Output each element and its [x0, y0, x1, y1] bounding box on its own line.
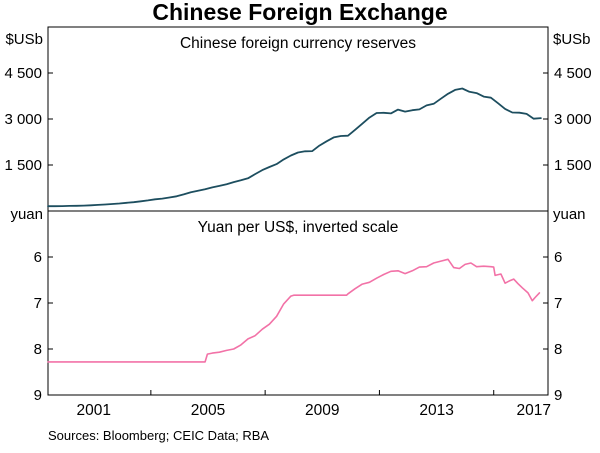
y-tick-label-left: 7 — [34, 295, 42, 312]
y-tick-label-right: 8 — [554, 341, 562, 358]
yuan-line — [47, 258, 541, 363]
y-tick-label-left: 8 — [34, 341, 42, 358]
y-tick-label-right: 6 — [554, 249, 562, 266]
x-axis-label: 2009 — [305, 402, 339, 419]
y-tick-label-right: 1 500 — [554, 157, 592, 174]
y-tick-label-right: 3 000 — [554, 111, 592, 128]
reserves-line — [47, 87, 542, 208]
top-panel-title: Chinese foreign currency reserves — [180, 35, 416, 52]
y-tick-label-left: 1 500 — [4, 157, 42, 174]
y-tick-label-right: 4 500 — [554, 65, 592, 82]
sources-note: Sources: Bloomberg; CEIC Data; RBA — [48, 428, 269, 443]
y-tick-label-right: 7 — [554, 295, 562, 312]
bottom-panel-title: Yuan per US$, inverted scale — [198, 219, 399, 236]
bottom-panel-unit-left: yuan — [10, 206, 43, 223]
top-panel-unit-left: $USb — [5, 31, 43, 48]
x-axis-label: 2013 — [419, 402, 453, 419]
top-panel-unit-right: $USb — [553, 31, 591, 48]
y-tick-label-left: 4 500 — [4, 65, 42, 82]
y-tick-label-right: 9 — [554, 387, 562, 404]
chart-title: Chinese Foreign Exchange — [152, 0, 447, 25]
x-axis-label: 2001 — [76, 402, 110, 419]
x-axis-label: 2005 — [191, 402, 225, 419]
y-tick-label-left: 9 — [34, 387, 42, 404]
y-tick-label-left: 3 000 — [4, 111, 42, 128]
x-axis-label: 2017 — [516, 402, 550, 419]
bottom-panel-unit-right: yuan — [553, 206, 586, 223]
y-tick-label-left: 6 — [34, 249, 42, 266]
